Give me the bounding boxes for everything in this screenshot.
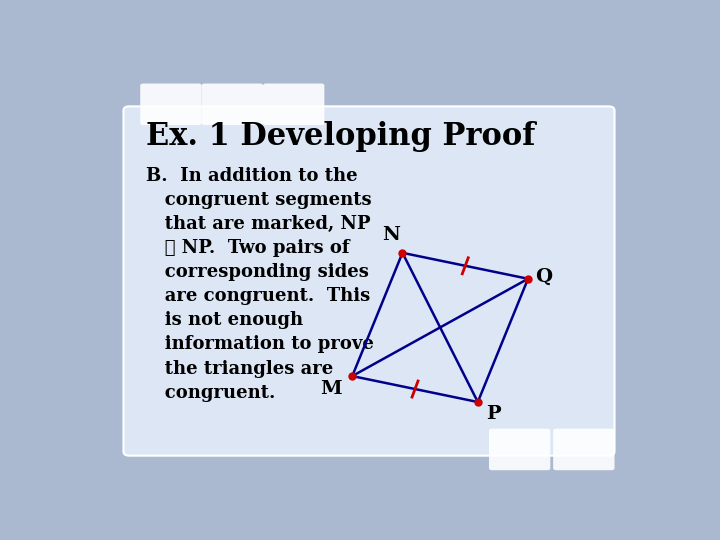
FancyBboxPatch shape — [263, 84, 324, 125]
Text: N: N — [382, 226, 400, 245]
FancyBboxPatch shape — [489, 429, 550, 470]
Text: Ex. 1 Developing Proof: Ex. 1 Developing Proof — [145, 121, 535, 152]
FancyBboxPatch shape — [553, 429, 615, 470]
Text: the triangles are: the triangles are — [145, 360, 333, 377]
Text: that are marked, NP: that are marked, NP — [145, 215, 370, 233]
Text: M: M — [320, 380, 342, 397]
Text: B.  In addition to the: B. In addition to the — [145, 167, 357, 185]
Text: congruent segments: congruent segments — [145, 191, 372, 209]
Text: Q: Q — [535, 268, 552, 286]
Text: P: P — [486, 406, 500, 423]
FancyBboxPatch shape — [202, 84, 263, 125]
Text: are congruent.  This: are congruent. This — [145, 287, 370, 305]
Text: information to prove: information to prove — [145, 335, 374, 354]
Text: is not enough: is not enough — [145, 312, 303, 329]
Text: congruent.: congruent. — [145, 384, 275, 402]
FancyBboxPatch shape — [140, 84, 202, 125]
Text: ≅ NP.  Two pairs of: ≅ NP. Two pairs of — [145, 239, 349, 257]
Text: corresponding sides: corresponding sides — [145, 263, 369, 281]
FancyBboxPatch shape — [124, 106, 615, 456]
